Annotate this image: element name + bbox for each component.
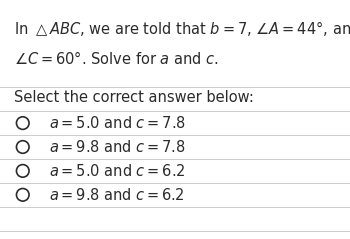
Text: In $\triangle ABC$, we are told that $b = 7$, $\angle A = 44°$, and: In $\triangle ABC$, we are told that $b … <box>14 19 350 38</box>
Text: $a = 9.8$ and $c = 6.2$: $a = 9.8$ and $c = 6.2$ <box>49 187 185 203</box>
Text: Select the correct answer below:: Select the correct answer below: <box>14 91 254 105</box>
Text: $a = 5.0$ and $c = 7.8$: $a = 5.0$ and $c = 7.8$ <box>49 115 186 131</box>
Text: $a = 5.0$ and $c = 6.2$: $a = 5.0$ and $c = 6.2$ <box>49 163 185 179</box>
Text: $a = 9.8$ and $c = 7.8$: $a = 9.8$ and $c = 7.8$ <box>49 139 186 155</box>
Text: $\angle C = 60°$. Solve for $a$ and $c$.: $\angle C = 60°$. Solve for $a$ and $c$. <box>14 50 219 67</box>
